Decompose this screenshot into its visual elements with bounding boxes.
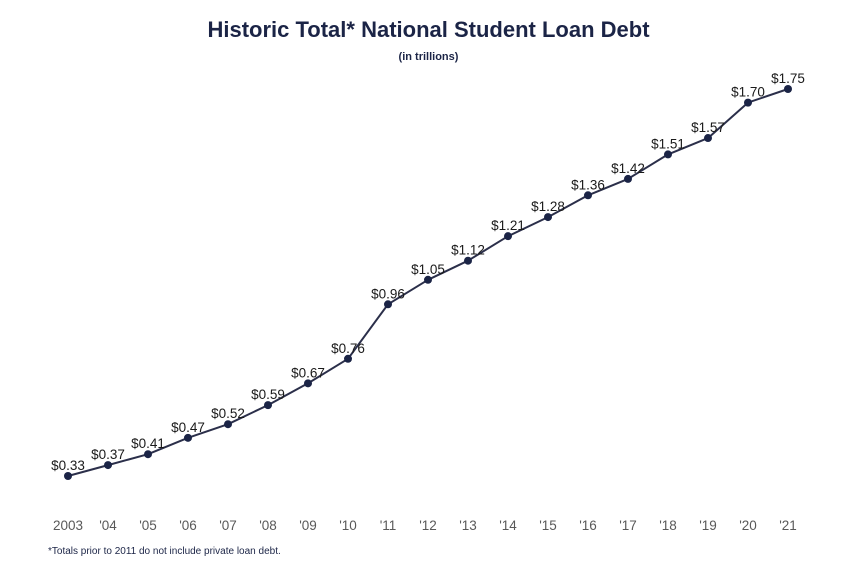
data-point [64,472,72,480]
x-tick-label: '21 [779,518,797,533]
chart-subtitle: (in trillions) [398,51,459,63]
data-point [304,379,312,388]
data-label: $0.59 [251,387,285,402]
x-tick-label: '09 [299,518,317,533]
data-label: $1.57 [691,120,725,135]
data-point [384,300,392,309]
x-tick-label: '20 [739,518,757,533]
data-label: $1.70 [731,85,765,100]
data-point [224,420,232,429]
data-label: $1.12 [451,243,485,258]
data-label: $1.42 [611,161,645,176]
data-label: $0.76 [331,341,365,356]
x-tick-label: '12 [419,518,437,533]
data-label: $0.33 [51,458,85,473]
data-label: $1.21 [491,218,525,233]
data-label: $0.41 [131,436,165,451]
data-point [264,401,272,410]
data-point [744,98,752,107]
data-labels: $0.33 $0.37 $0.41 $0.47 $0.52 $0.59 $0.67 $0.76… [51,71,805,473]
x-tick-label: '08 [259,518,277,533]
x-tick-label: '19 [699,518,717,533]
data-point [704,134,712,143]
data-point [544,213,552,222]
data-points [64,85,792,480]
x-tick-label: '07 [219,518,237,533]
data-label: $0.52 [211,406,245,421]
data-label: $1.75 [771,71,805,86]
data-point [504,232,512,241]
x-tick-label: '06 [179,518,197,533]
x-axis-tick-labels: 2003 '04 '05 '06 '07 '08 '09 '10 '11 '12 '13 '14 '15… [53,518,797,533]
data-point [104,461,112,470]
x-tick-label: '10 [339,518,357,533]
data-point [344,354,352,363]
data-label: $0.67 [291,365,325,380]
x-tick-label: '13 [459,518,477,533]
data-label: $0.96 [371,286,405,301]
x-tick-label: '11 [380,518,397,533]
x-tick-label: '05 [139,518,157,533]
data-point [784,85,792,93]
data-label: $1.36 [571,177,605,192]
data-point [184,433,192,442]
x-tick-label: '15 [539,518,557,533]
data-point [424,275,432,284]
data-label: $0.47 [171,420,205,435]
data-point [624,174,632,183]
x-tick-label: '04 [99,518,117,533]
data-point [584,191,592,200]
data-label: $1.51 [651,136,685,151]
data-label: $1.05 [411,262,445,277]
chart-title: Historic Total* National Student Loan De… [207,17,650,42]
data-point [464,256,472,265]
footnote: *Totals prior to 2011 do not include pri… [48,546,281,557]
x-tick-label: '16 [579,518,597,533]
x-tick-label: '14 [499,518,517,533]
x-tick-label: '18 [659,518,677,533]
data-label: $1.28 [531,199,565,214]
data-point [664,150,672,159]
x-tick-label: 2003 [53,518,83,533]
data-point [144,450,152,459]
x-tick-label: '17 [619,518,637,533]
data-label: $0.37 [91,447,125,462]
